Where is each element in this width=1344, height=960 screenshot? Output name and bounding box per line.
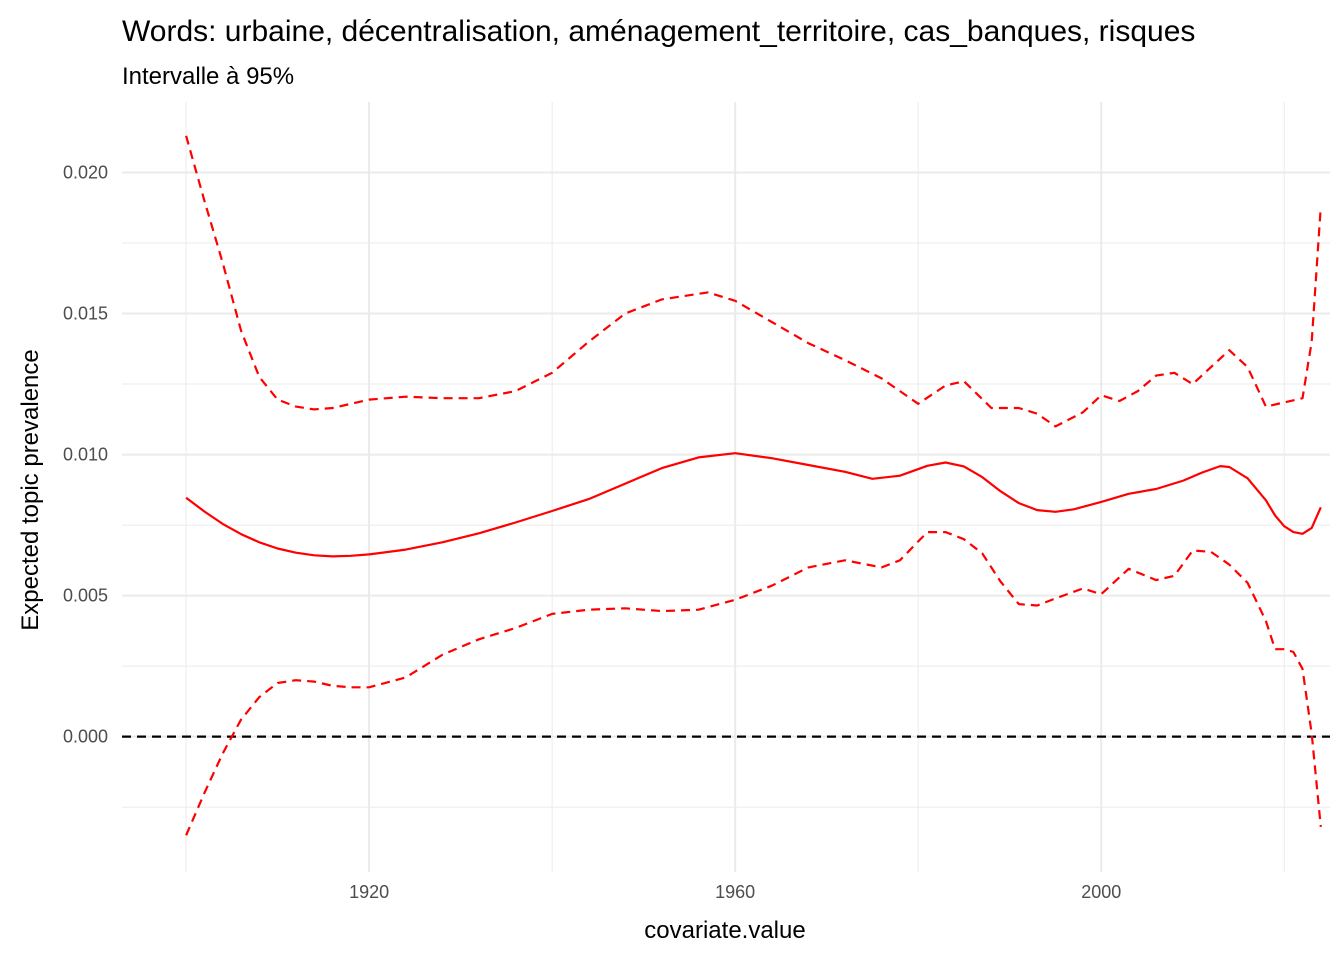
y-tick-label: 0.005 [63, 586, 108, 606]
grid [122, 102, 1330, 872]
y-axis-title: Expected topic prevalence [17, 349, 44, 631]
series-lines [185, 135, 1322, 836]
x-axis-title: covariate.value [644, 917, 805, 944]
x-tick-label: 2000 [1081, 882, 1121, 902]
chart-title: Words: urbaine, décentralisation, aménag… [122, 15, 1195, 48]
y-tick-label: 0.020 [63, 163, 108, 183]
x-tick-label: 1960 [715, 882, 755, 902]
series-line-estimate [185, 452, 1322, 558]
chart-subtitle: Intervalle à 95% [122, 63, 294, 90]
x-axis-ticks: 1920 1960 2000 [349, 882, 1121, 902]
y-tick-label: 0.000 [63, 727, 108, 747]
y-tick-label: 0.010 [63, 445, 108, 465]
y-tick-label: 0.015 [63, 304, 108, 324]
x-tick-label: 1920 [349, 882, 389, 902]
series-line-lower-95- [185, 531, 1322, 836]
series-line-upper-95- [185, 135, 1322, 428]
y-axis-ticks: 0.000 0.005 0.010 0.015 0.020 [63, 163, 108, 747]
